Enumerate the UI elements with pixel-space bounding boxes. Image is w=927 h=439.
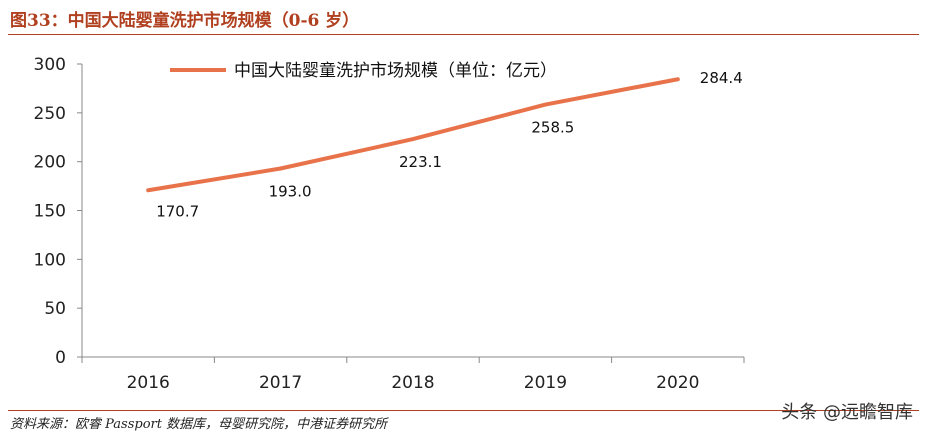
footer-divider — [8, 410, 919, 411]
x-tick-label: 2018 — [391, 373, 434, 393]
data-label: 284.4 — [700, 69, 743, 87]
x-tick-label: 2019 — [524, 373, 567, 393]
y-tick-label: 250 — [34, 104, 66, 124]
x-tick-label: 2017 — [259, 373, 302, 393]
data-label: 193.0 — [269, 183, 312, 201]
x-tick-label: 2016 — [127, 373, 170, 393]
y-tick-label: 50 — [44, 299, 66, 319]
y-tick-label: 200 — [34, 153, 66, 173]
data-label: 223.1 — [399, 153, 442, 171]
legend-label: 中国大陆婴童洗护市场规模（单位：亿元） — [234, 61, 557, 81]
y-tick-label: 0 — [55, 348, 66, 368]
y-tick-label: 100 — [34, 250, 66, 270]
legend: 中国大陆婴童洗护市场规模（单位：亿元） — [170, 61, 557, 81]
source-note: 资料来源：欧睿 Passport 数据库，母婴研究院，中港证券研究所 — [10, 417, 388, 432]
y-tick-label: 150 — [34, 202, 66, 222]
x-tick-label: 2020 — [656, 373, 699, 393]
title-divider — [8, 34, 919, 35]
figure-title: 图33：中国大陆婴童洗护市场规模（0-6 岁） — [10, 11, 360, 31]
watermark: 头条 @远瞻智库 — [781, 402, 913, 423]
data-label: 258.5 — [531, 119, 574, 137]
data-label: 170.7 — [156, 202, 199, 220]
y-tick-label: 300 — [34, 55, 66, 75]
series-line — [146, 77, 680, 193]
